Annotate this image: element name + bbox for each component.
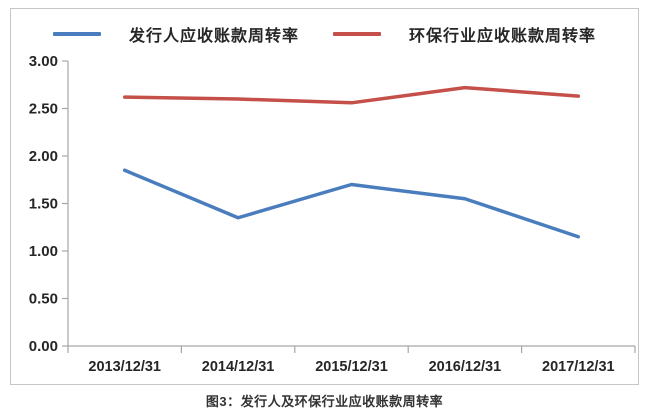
y-tick-label: 1.00 bbox=[29, 243, 58, 260]
series-line bbox=[122, 85, 581, 105]
industry-line-swatch-icon bbox=[333, 32, 381, 36]
chart-legend: 发行人应收账款周转率 环保行业应收账款周转率 bbox=[11, 22, 638, 46]
issuer-line-swatch-icon bbox=[52, 32, 101, 36]
y-tick-label: 0.50 bbox=[29, 291, 58, 308]
x-tick-label: 2017/12/31 bbox=[542, 359, 615, 375]
y-tick-label: 1.50 bbox=[29, 196, 58, 213]
x-tick-label: 2016/12/31 bbox=[429, 359, 502, 375]
figure-caption: 图3：发行人及环保行业应收账款周转率 bbox=[205, 394, 444, 409]
y-tick-label: 2.00 bbox=[29, 148, 58, 165]
x-tick-label: 2014/12/31 bbox=[202, 359, 275, 375]
y-tick-label: 0.00 bbox=[29, 338, 58, 355]
x-tick-label: 2013/12/31 bbox=[88, 359, 161, 375]
chart-frame: 0.00 0.50 1.00 1.50 2.00 2.50 3.00 2013/12/31 20… bbox=[10, 8, 639, 385]
legend-entry-issuer: 发行人应收账款周转率 bbox=[52, 22, 299, 46]
legend-entry-industry: 环保行业应收账款周转率 bbox=[333, 22, 596, 46]
x-tick-label: 2015/12/31 bbox=[315, 359, 388, 375]
y-tick-label: 2.50 bbox=[29, 101, 58, 118]
y-tick-label: 3.00 bbox=[29, 53, 58, 70]
legend-label-issuer: 发行人应收账款周转率 bbox=[128, 28, 299, 45]
series-line bbox=[122, 168, 581, 239]
chart-plot: 0.00 0.50 1.00 1.50 2.00 2.50 3.00 2013/12/31 20… bbox=[29, 53, 636, 375]
legend-label-industry: 环保行业应收账款周转率 bbox=[409, 28, 597, 45]
